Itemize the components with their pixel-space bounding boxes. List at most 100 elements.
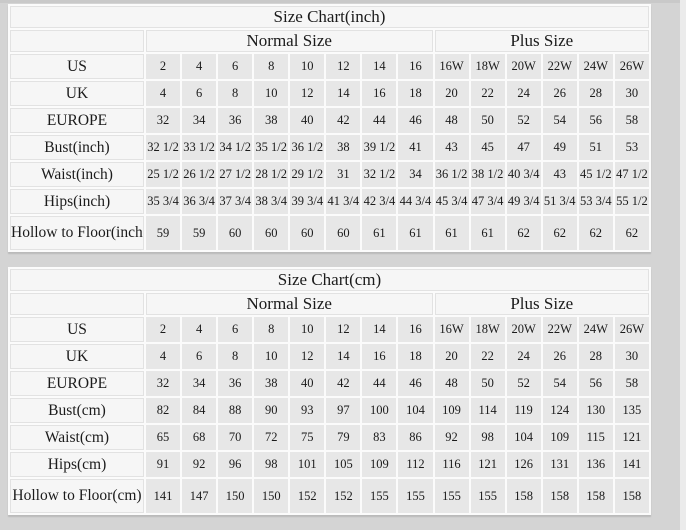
- size-value: 22: [470, 344, 505, 369]
- size-value: 53 3/4: [578, 189, 613, 214]
- size-value: 48: [434, 371, 469, 396]
- row-label: Bust(cm): [10, 398, 144, 423]
- size-value: 112: [398, 452, 433, 477]
- size-value: 44: [362, 371, 397, 396]
- size-value: 104: [506, 425, 541, 450]
- size-value: 10: [254, 81, 289, 106]
- size-chart-inch: Size Chart(inch) Normal Size Plus Size US 2 4…: [8, 4, 651, 252]
- size-value: 27 1/2: [218, 162, 253, 187]
- size-value: 20W: [506, 54, 541, 79]
- size-value: 42: [326, 108, 361, 133]
- size-value: 24: [506, 81, 541, 106]
- size-value: 60: [254, 216, 289, 250]
- row-label: Waist(cm): [10, 425, 144, 450]
- size-chart-cm: Size Chart(cm) Normal Size Plus Size US 2 4 6 8…: [8, 267, 651, 515]
- table-row: Waist(inch) 25 1/2 26 1/2 27 1/2 28 1/2 29 1/…: [10, 162, 649, 187]
- size-value: 82: [146, 398, 181, 423]
- size-value: 62: [542, 216, 577, 250]
- size-value: 6: [218, 54, 253, 79]
- size-value: 33 1/2: [182, 135, 217, 160]
- size-value: 22: [470, 81, 505, 106]
- size-value: 158: [542, 479, 577, 513]
- size-value: 155: [362, 479, 397, 513]
- size-value: 41 3/4: [326, 189, 361, 214]
- size-value: 141: [146, 479, 181, 513]
- size-value: 32 1/2: [362, 162, 397, 187]
- size-value: 26: [542, 344, 577, 369]
- size-value: 36: [218, 371, 253, 396]
- size-value: 53: [614, 135, 649, 160]
- size-value: 2: [146, 317, 181, 342]
- row-label: Hollow to Floor(cm): [10, 479, 144, 513]
- group-header-plus-size: Plus Size: [434, 293, 649, 315]
- size-value: 8: [218, 344, 253, 369]
- size-value: 42: [326, 371, 361, 396]
- size-value: 43: [434, 135, 469, 160]
- size-value: 50: [470, 371, 505, 396]
- size-value: 116: [434, 452, 469, 477]
- size-value: 24W: [578, 317, 613, 342]
- size-value: 91: [146, 452, 181, 477]
- page-right-edge: [680, 0, 686, 530]
- size-value: 36 3/4: [182, 189, 217, 214]
- size-value: 35 1/2: [254, 135, 289, 160]
- size-value: 20: [434, 344, 469, 369]
- row-label: US: [10, 317, 144, 342]
- size-value: 26W: [614, 54, 649, 79]
- chart-title: Size Chart(inch): [10, 6, 649, 28]
- size-value: 4: [182, 317, 217, 342]
- size-value: 34: [182, 108, 217, 133]
- size-value: 45 1/2: [578, 162, 613, 187]
- size-value: 47 3/4: [470, 189, 505, 214]
- size-value: 40: [290, 108, 325, 133]
- size-value: 14: [326, 81, 361, 106]
- corner-cell: [10, 30, 144, 52]
- size-value: 48: [434, 108, 469, 133]
- size-value: 155: [434, 479, 469, 513]
- size-value: 61: [434, 216, 469, 250]
- size-value: 34: [182, 371, 217, 396]
- size-value: 49 3/4: [506, 189, 541, 214]
- size-value: 38 3/4: [254, 189, 289, 214]
- size-value: 41: [398, 135, 433, 160]
- size-value: 109: [362, 452, 397, 477]
- size-value: 150: [218, 479, 253, 513]
- size-value: 56: [578, 108, 613, 133]
- size-value: 50: [470, 108, 505, 133]
- size-value: 40: [290, 371, 325, 396]
- top-shadow-strip: [0, 0, 686, 3]
- row-label: Hollow to Floor(inch): [10, 216, 144, 250]
- size-value: 8: [254, 317, 289, 342]
- size-value: 36 1/2: [290, 135, 325, 160]
- size-value: 18: [398, 81, 433, 106]
- size-value: 61: [362, 216, 397, 250]
- table-row: US 2 4 6 8 10 12 14 16 16W 18W 20W 22W 24W 26W: [10, 54, 649, 79]
- size-value: 56: [578, 371, 613, 396]
- size-value: 158: [578, 479, 613, 513]
- size-value: 121: [470, 452, 505, 477]
- size-value: 55 1/2: [614, 189, 649, 214]
- size-value: 22W: [542, 54, 577, 79]
- table-row: Hips(cm) 91 92 96 98 101 105 109 112 116 121 126 131…: [10, 452, 649, 477]
- size-value: 70: [218, 425, 253, 450]
- size-value: 18W: [470, 317, 505, 342]
- size-value: 38: [254, 108, 289, 133]
- table-row: Waist(cm) 65 68 70 72 75 79 83 86 92 98 104 109 115 12…: [10, 425, 649, 450]
- size-value: 10: [290, 317, 325, 342]
- size-value: 98: [470, 425, 505, 450]
- size-value: 51 3/4: [542, 189, 577, 214]
- size-value: 14: [362, 317, 397, 342]
- size-value: 65: [146, 425, 181, 450]
- size-value: 31: [326, 162, 361, 187]
- size-value: 86: [398, 425, 433, 450]
- size-value: 16: [362, 81, 397, 106]
- table-row: Hollow to Floor(inch) 59 59 60 60 60 60 61 61 61 6…: [10, 216, 649, 250]
- size-value: 8: [254, 54, 289, 79]
- size-value: 100: [362, 398, 397, 423]
- size-value: 32: [146, 371, 181, 396]
- size-value: 114: [470, 398, 505, 423]
- size-value: 147: [182, 479, 217, 513]
- table-row: Hips(inch) 35 3/4 36 3/4 37 3/4 38 3/4 39 3/4…: [10, 189, 649, 214]
- table-row: Bust(inch) 32 1/2 33 1/2 34 1/2 35 1/2 36 1/2…: [10, 135, 649, 160]
- row-label: UK: [10, 344, 144, 369]
